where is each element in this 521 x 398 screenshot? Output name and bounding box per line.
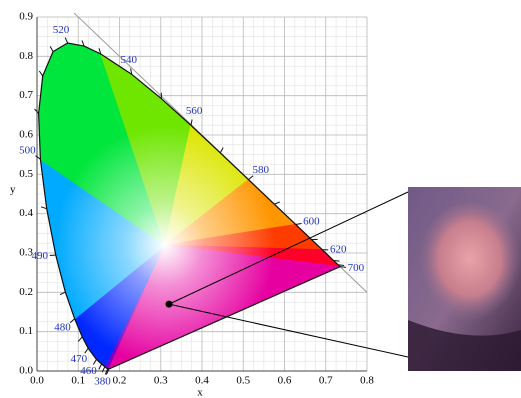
wavelength-label: 700 [348,262,365,274]
locus-tick [41,207,47,209]
photo [408,187,521,371]
x-tick-label: 0.6 [278,375,292,387]
y-tick-label: 0.0 [19,365,33,377]
locus-tick [65,38,68,43]
x-tick-label: 0.5 [236,375,250,387]
y-tick-label: 0.1 [19,325,33,337]
wavelength-label: 580 [253,164,270,176]
data-point [166,301,173,308]
locus-tick [99,364,102,369]
locus-tick [78,337,82,342]
x-axis-label: x [197,387,203,398]
x-tick-label: 0.4 [195,375,209,387]
y-tick-label: 0.5 [19,168,33,180]
locus-tick [39,71,42,76]
locus-tick [248,176,253,180]
x-tick-label: 0.7 [319,375,333,387]
y-tick-label: 0.9 [19,11,33,23]
wavelength-label: 540 [121,54,138,66]
y-tick-label: 0.7 [19,89,33,101]
wavelength-label: 490 [32,250,49,262]
y-tick-label: 0.8 [19,50,33,62]
wavelength-label: 600 [303,216,320,228]
y-tick-label: 0.4 [19,207,33,219]
wavelength-label: 480 [54,321,71,333]
wavelength-label: 620 [330,244,347,256]
locus-tick [50,46,53,51]
locus-tick [36,156,41,160]
y-tick-label: 0.6 [19,129,33,141]
white-point-glow [55,125,275,365]
x-tick-label: 0.8 [360,375,374,387]
x-tick-label: 0.2 [113,375,127,387]
wavelength-label: 380 [94,375,111,387]
chart: y x 0.00.10.20.30.40.50.60.70.80.00.10.2… [0,0,521,398]
wavelength-label: 560 [186,105,203,117]
locus-tick [334,261,340,262]
locus-tick [338,265,344,266]
wavelength-label: 460 [80,365,97,377]
x-tick-label: 0.3 [154,375,168,387]
locus-tick [93,359,96,364]
wavelength-label: 470 [71,353,88,365]
locus-tick [50,255,56,256]
wavelength-label: 520 [53,24,70,36]
wavelength-label: 500 [19,145,36,157]
y-tick-label: 0.2 [19,286,33,298]
y-axis-label: y [10,184,16,196]
